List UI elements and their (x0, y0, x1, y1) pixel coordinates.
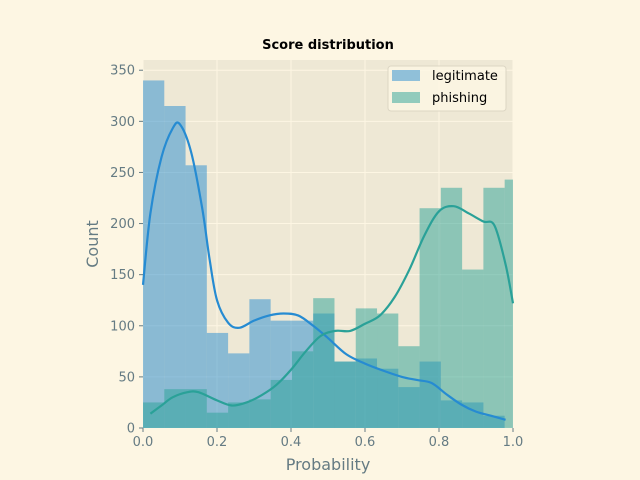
phishing-kde-line (149, 204, 515, 415)
phishing-legend-swatch (392, 92, 420, 103)
phishing-bar (504, 179, 513, 428)
phishing-bar (249, 399, 271, 428)
y-tick-label: 50 (118, 370, 135, 385)
phishing-bar (377, 313, 399, 428)
y-tick-label: 250 (110, 166, 135, 181)
histogram-bars (143, 80, 513, 429)
phishing-bar (270, 379, 292, 428)
phishing-bar (462, 269, 484, 428)
legend: legitimate phishing (387, 65, 507, 112)
phishing-bar (419, 208, 441, 428)
x-tick-label: 0.4 (281, 435, 302, 450)
legitimate-bar (185, 165, 207, 429)
legitimate-bar (249, 299, 271, 428)
legitimate-bar (164, 106, 186, 428)
phishing-bar (355, 308, 378, 428)
phishing-bar (313, 298, 335, 428)
phishing-bar (164, 389, 186, 428)
legitimate-legend-swatch (392, 70, 420, 81)
x-axis-label: Probability (286, 455, 371, 474)
y-tick-label: 100 (110, 319, 135, 334)
x-tick-label: 0.2 (207, 435, 228, 450)
x-tick-label: 0.8 (429, 435, 450, 450)
y-tick-label: 150 (110, 268, 135, 283)
phishing-bar (440, 187, 463, 428)
x-tick-label: 1.0 (503, 435, 524, 450)
y-tick-label: 200 (110, 217, 135, 232)
density-curves (141, 121, 515, 421)
x-tick-label: 0.0 (133, 435, 154, 450)
x-axis-ticks: 0.0 0.2 0.4 0.6 0.8 1.0 (133, 428, 524, 450)
x-tick-label: 0.6 (355, 435, 376, 450)
phishing-legend-label: phishing (432, 91, 487, 106)
y-axis-ticks: 0 50 100 150 200 250 300 350 (110, 64, 143, 437)
legitimate-kde-line (141, 121, 506, 421)
phishing-bar (206, 412, 229, 428)
phishing-bar (143, 402, 165, 428)
chart-title: Score distribution (262, 38, 394, 53)
legitimate-legend-label: legitimate (432, 69, 498, 84)
y-axis-label: Count (83, 220, 102, 268)
legitimate-bar (206, 332, 229, 428)
phishing-bar (228, 402, 250, 428)
y-tick-label: 350 (110, 64, 135, 79)
y-tick-label: 300 (110, 115, 135, 130)
phishing-bar (398, 346, 420, 428)
phishing-bar (483, 187, 505, 428)
phishing-bar (334, 361, 356, 428)
y-tick-label: 0 (127, 422, 135, 437)
phishing-bar (185, 389, 207, 428)
phishing-bar (291, 351, 314, 428)
